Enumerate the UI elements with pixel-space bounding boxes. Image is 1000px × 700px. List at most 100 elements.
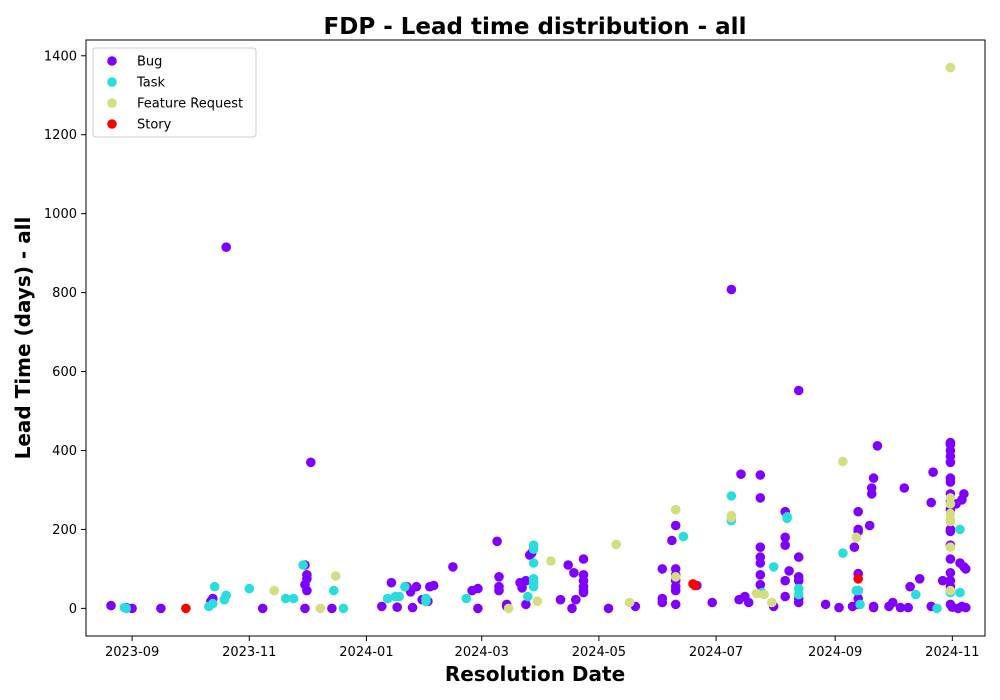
data-point-task <box>281 593 291 604</box>
data-point-bug <box>302 585 312 596</box>
data-point-story <box>690 580 700 591</box>
data-point-bug <box>793 552 804 562</box>
data-point-bug <box>905 581 915 592</box>
data-point-bug <box>926 497 936 508</box>
data-point-task <box>121 603 132 614</box>
data-point-bug <box>726 284 737 295</box>
data-point-task <box>528 581 539 592</box>
x-tick-label: 2024-01 <box>339 645 393 660</box>
data-point-feature-request <box>945 499 956 509</box>
data-point-bug <box>156 603 166 614</box>
series-story <box>181 574 863 614</box>
data-point-bug <box>780 575 790 586</box>
data-point-task <box>338 603 349 614</box>
data-point-bug <box>578 554 589 564</box>
data-point-bug <box>736 469 746 480</box>
data-point-bug <box>492 536 502 547</box>
data-point-bug <box>377 601 387 612</box>
data-point-bug <box>494 572 504 582</box>
data-point-bug <box>563 560 573 570</box>
data-point-feature-request <box>751 588 762 599</box>
data-point-bug <box>555 594 566 605</box>
data-point-task <box>244 583 255 594</box>
data-point-feature-request <box>945 62 956 73</box>
x-tick-label: 2024-09 <box>808 645 862 660</box>
plot-area: 2023-09 2023-11 2024-01 2024-03 2024-05 2024-… <box>44 39 986 660</box>
data-point-bug <box>569 568 579 578</box>
legend-label-bug: Bug <box>137 55 162 70</box>
data-point-bug <box>707 597 717 608</box>
x-axis-label: Resolution Date <box>445 662 625 686</box>
data-point-task <box>329 585 339 596</box>
y-axis-ticks: 0 200 400 600 800 1000 1200 1400 <box>44 49 86 617</box>
data-point-bug <box>780 532 790 543</box>
data-point-bug <box>670 520 681 531</box>
data-point-task <box>528 558 539 568</box>
data-point-feature-request <box>945 585 956 596</box>
y-tick-label: 1200 <box>44 128 77 143</box>
data-point-bug <box>903 602 913 613</box>
data-point-task <box>400 581 410 592</box>
data-point-task <box>298 560 308 570</box>
data-point-task <box>528 544 539 554</box>
data-point-bug <box>945 526 956 537</box>
y-tick-label: 600 <box>52 365 77 380</box>
legend-marker-bug <box>107 56 117 66</box>
data-point-bug <box>820 599 831 610</box>
data-point-task <box>793 589 804 600</box>
data-point-task <box>382 593 393 604</box>
data-point-feature-request <box>315 603 326 614</box>
data-point-bug <box>780 591 790 602</box>
data-point-bug <box>914 574 925 584</box>
data-point-feature-request <box>851 532 862 543</box>
data-point-bug <box>755 493 766 503</box>
legend-marker-task <box>107 77 117 87</box>
data-point-bug <box>793 597 804 608</box>
data-point-bug <box>755 558 766 568</box>
legend-label-task: Task <box>136 76 166 91</box>
data-point-bug <box>866 489 877 499</box>
data-point-task <box>421 596 431 607</box>
data-point-bug <box>945 568 956 578</box>
data-point-task <box>782 513 792 524</box>
data-point-task <box>955 524 965 535</box>
data-point-task <box>855 599 865 610</box>
data-point-task <box>838 548 848 558</box>
data-point-bug <box>961 564 971 574</box>
data-point-bug <box>670 585 681 596</box>
data-point-bug <box>521 599 531 610</box>
data-point-bug <box>494 585 504 596</box>
data-point-feature-request <box>624 597 635 608</box>
data-point-task <box>955 587 965 598</box>
data-point-feature-request <box>330 571 341 581</box>
data-point-task <box>911 589 921 600</box>
data-point-bug <box>106 600 116 611</box>
data-point-bug <box>755 579 766 590</box>
legend-marker-feature-request <box>107 98 117 108</box>
y-tick-label: 1000 <box>44 207 77 222</box>
data-point-bug <box>603 603 614 614</box>
data-point-task <box>768 562 779 572</box>
data-point-bug <box>849 542 860 552</box>
data-point-bug <box>473 603 483 614</box>
data-point-bug <box>411 581 422 592</box>
x-tick-label: 2024-03 <box>455 645 509 660</box>
data-point-bug <box>567 603 577 614</box>
data-point-feature-request <box>838 456 848 467</box>
data-point-feature-request <box>945 516 956 527</box>
data-point-bug <box>755 542 766 552</box>
data-point-feature-request <box>767 597 777 608</box>
data-point-bug <box>793 385 804 396</box>
data-point-task <box>678 531 689 542</box>
y-tick-label: 400 <box>52 444 77 459</box>
points-layer <box>106 62 971 614</box>
data-point-bug <box>755 470 766 480</box>
data-point-bug <box>517 583 527 593</box>
x-tick-label: 2024-11 <box>925 645 979 660</box>
data-point-bug <box>302 574 312 584</box>
data-point-bug <box>937 575 948 586</box>
data-point-bug <box>872 441 883 451</box>
data-point-bug <box>392 602 403 612</box>
series-feature-request <box>269 62 956 614</box>
